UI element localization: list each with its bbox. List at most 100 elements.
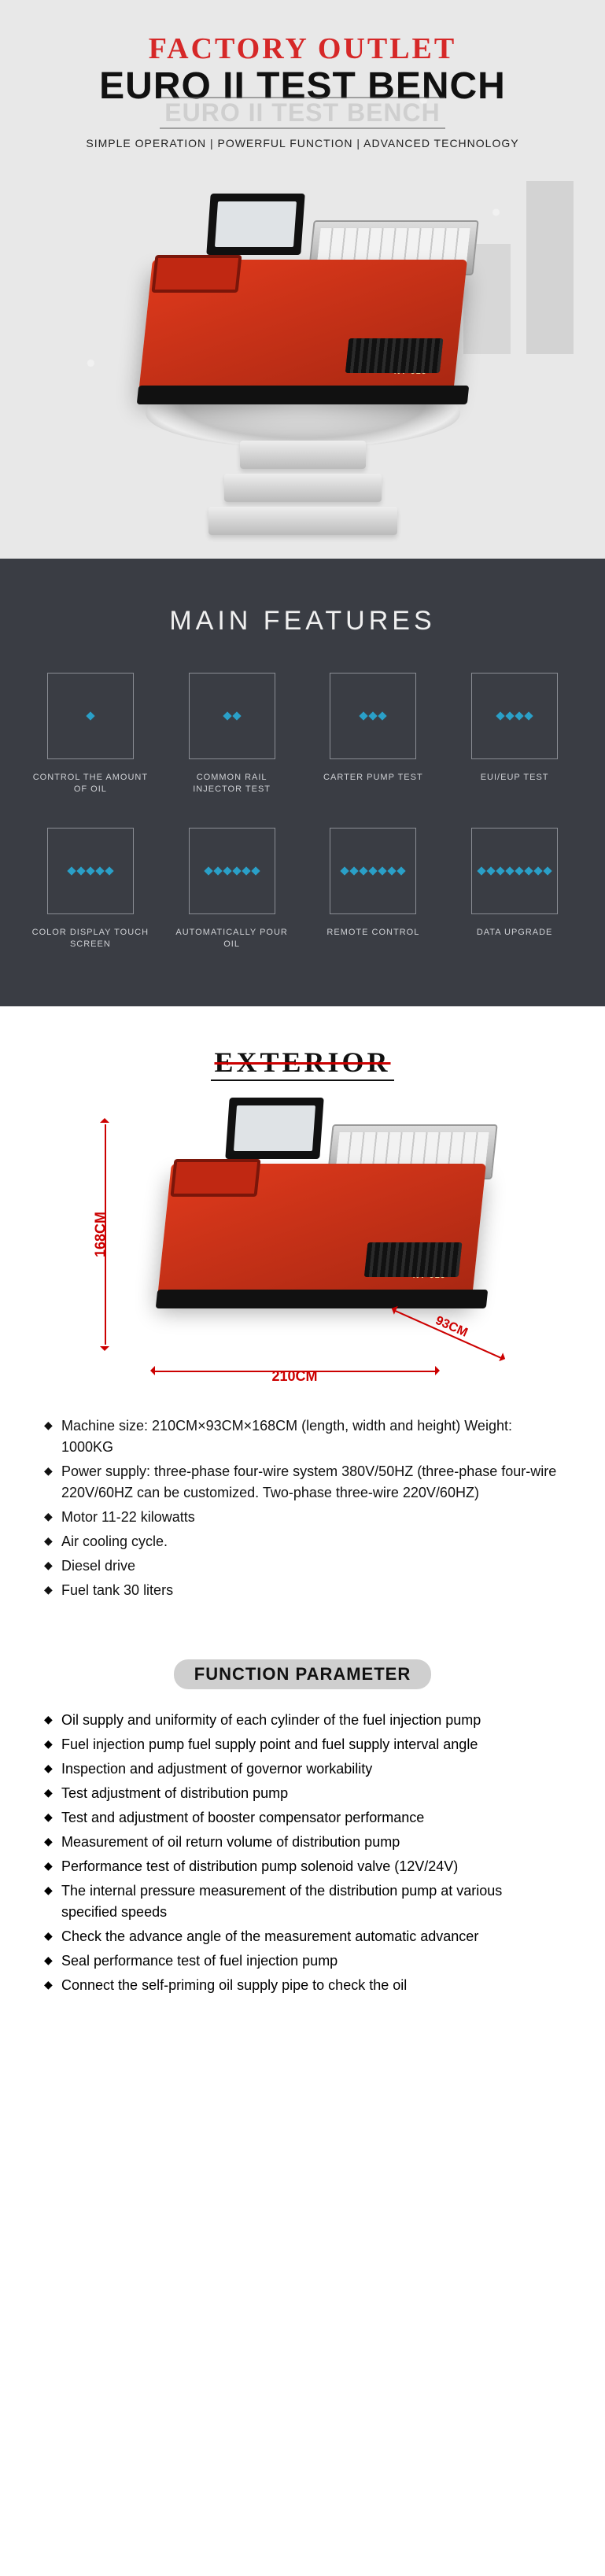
features-heading: MAIN FEATURES	[31, 606, 574, 637]
function-item: The internal pressure measurement of the…	[44, 1880, 561, 1923]
function-item: Check the advance angle of the measureme…	[44, 1926, 561, 1947]
feature-cell: CONTROL THE AMOUNT OF OIL	[31, 673, 149, 796]
spec-item: Motor 11-22 kilowatts	[44, 1507, 561, 1528]
function-item: Test adjustment of distribution pump	[44, 1783, 561, 1804]
diamond-icon	[388, 866, 397, 875]
function-item: Oil supply and uniformity of each cylind…	[44, 1710, 561, 1731]
dimension-length: 210CM	[153, 1359, 437, 1382]
spec-item: Diesel drive	[44, 1556, 561, 1577]
exterior-figure: 168CM NT 619 210CM 93CM	[67, 1093, 539, 1392]
diamond-icon	[505, 866, 514, 875]
diamond-icon	[486, 866, 495, 875]
function-parameter-list: Oil supply and uniformity of each cylind…	[39, 1710, 566, 1996]
diamond-icon	[76, 866, 85, 875]
diamond-icon	[378, 711, 387, 720]
diamond-icon	[105, 866, 113, 875]
exterior-spec-list: Machine size: 210CM×93CM×168CM (length, …	[39, 1415, 566, 1601]
machine-model-badge: NT 619	[393, 367, 427, 376]
function-item: Inspection and adjustment of governor wo…	[44, 1759, 561, 1780]
diamond-icon	[86, 866, 94, 875]
feature-cell: COMMON RAIL INJECTOR TEST	[173, 673, 291, 796]
hero-section: FACTORY OUTLET EURO II TEST BENCH EURO I…	[0, 0, 605, 559]
machine-control-panel	[170, 1159, 260, 1197]
diamond-icon	[496, 866, 504, 875]
dimension-length-label: 210CM	[271, 1368, 317, 1385]
diamond-icon	[543, 866, 552, 875]
diamond-icon	[360, 866, 368, 875]
diamond-icon	[515, 711, 523, 720]
feature-cell: CARTER PUMP TEST	[315, 673, 433, 796]
machine-illustration: NT 619	[106, 205, 500, 409]
function-parameter-section: FUNCTION PARAMETER Oil supply and unifor…	[0, 1636, 605, 2046]
diamond-icon	[223, 711, 231, 720]
diamond-icon	[505, 711, 514, 720]
hero-title-2-shadow: EURO II TEST BENCH	[160, 97, 445, 129]
diamond-icon	[524, 866, 533, 875]
diamond-icon	[350, 866, 359, 875]
diamond-icon	[232, 866, 241, 875]
dimension-height-label: 168CM	[92, 1212, 109, 1257]
function-item: Test and adjustment of booster compensat…	[44, 1807, 561, 1829]
diamond-icon	[533, 866, 542, 875]
feature-cell: DATA UPGRADE	[456, 828, 574, 951]
diamond-icon	[223, 866, 231, 875]
feature-label: CONTROL THE AMOUNT OF OIL	[31, 772, 149, 796]
feature-label: DATA UPGRADE	[456, 927, 574, 949]
machine-control-panel	[151, 255, 242, 293]
feature-cell: EUI/EUP TEST	[456, 673, 574, 796]
function-item: Fuel injection pump fuel supply point an…	[44, 1734, 561, 1755]
feature-label: REMOTE CONTROL	[315, 927, 433, 949]
feature-cell: REMOTE CONTROL	[315, 828, 433, 951]
exterior-heading: EXTERIOR	[211, 1046, 393, 1081]
feature-icon-box	[471, 828, 558, 914]
function-parameter-heading: FUNCTION PARAMETER	[174, 1659, 431, 1689]
spec-item: Fuel tank 30 liters	[44, 1580, 561, 1601]
machine-monitor	[225, 1098, 323, 1159]
pedestal: NT 619	[98, 173, 507, 535]
spec-item: Power supply: three-phase four-wire syst…	[44, 1461, 561, 1504]
feature-label: COMMON RAIL INJECTOR TEST	[173, 772, 291, 796]
function-item: Seal performance test of fuel injection …	[44, 1950, 561, 1972]
diamond-icon	[204, 866, 212, 875]
diamond-icon	[378, 866, 387, 875]
dimension-height: 168CM	[83, 1124, 127, 1345]
spec-item: Machine size: 210CM×93CM×168CM (length, …	[44, 1415, 561, 1458]
diamond-icon	[67, 866, 76, 875]
diamond-icon	[477, 866, 485, 875]
diamond-icon	[524, 711, 533, 720]
feature-cell: AUTOMATICALLY POUR OIL	[173, 828, 291, 951]
function-item: Measurement of oil return volume of dist…	[44, 1832, 561, 1853]
diamond-icon	[242, 866, 250, 875]
feature-icon-box	[330, 673, 416, 759]
hero-tagline: SIMPLE OPERATION | POWERFUL FUNCTION | A…	[24, 137, 581, 149]
exterior-machine-illustration: NT 619	[125, 1109, 518, 1313]
feature-cell: COLOR DISPLAY TOUCH SCREEN	[31, 828, 149, 951]
function-item: Connect the self-priming oil supply pipe…	[44, 1975, 561, 1996]
features-grid: CONTROL THE AMOUNT OF OIL COMMON RAIL INJ…	[31, 673, 574, 951]
diamond-icon	[369, 711, 378, 720]
diamond-icon	[515, 866, 523, 875]
feature-icon-box	[47, 828, 134, 914]
exterior-section: EXTERIOR 168CM NT 619 210CM 93CM Machine…	[0, 1006, 605, 1636]
diamond-icon	[251, 866, 260, 875]
machine-monitor	[206, 194, 304, 255]
diamond-icon	[232, 711, 241, 720]
feature-label: EUI/EUP TEST	[456, 772, 574, 794]
features-section: MAIN FEATURES CONTROL THE AMOUNT OF OILC…	[0, 559, 605, 1006]
diamond-icon	[95, 866, 104, 875]
diamond-icon	[341, 866, 349, 875]
diamond-icon	[360, 711, 368, 720]
feature-icon-box	[47, 673, 134, 759]
feature-icon-box	[330, 828, 416, 914]
machine-base	[136, 386, 469, 404]
pedestal-steps	[201, 441, 405, 540]
diamond-icon	[397, 866, 406, 875]
hero-title-1: FACTORY OUTLET	[24, 31, 581, 66]
feature-icon-box	[189, 828, 275, 914]
diamond-icon	[496, 711, 504, 720]
diamond-icon	[369, 866, 378, 875]
function-item: Performance test of distribution pump so…	[44, 1856, 561, 1877]
feature-label: AUTOMATICALLY POUR OIL	[173, 927, 291, 951]
diamond-icon	[213, 866, 222, 875]
feature-label: COLOR DISPLAY TOUCH SCREEN	[31, 927, 149, 951]
